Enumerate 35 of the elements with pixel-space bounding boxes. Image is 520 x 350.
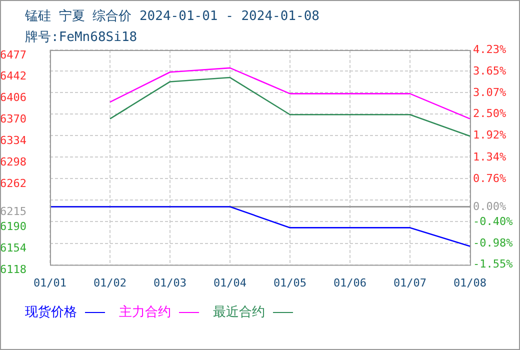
y-tick-label: 6262 [0,177,26,190]
y-tick-label: 6118 [0,263,26,276]
y-tick-label: 6370 [0,112,26,126]
chart-title: 锰硅 宁夏 综合价 2024-01-01 - 2024-01-08 [25,8,320,25]
y2-tick-label: -1.55% [473,258,514,271]
y2-tick-label: -0.40% [473,214,514,228]
y-tick-label: 6406 [0,90,26,104]
y2-tick-label: 0.00% [473,200,506,214]
y-tick-label: 6215 [0,205,26,218]
x-tick-label: 01/03 [153,276,187,290]
y-tick-label: 6190 [0,220,26,234]
legend-label: 主力合约 [119,304,171,321]
y-tick-label: 6477 [0,48,26,62]
y-tick-label: 6442 [0,69,26,82]
legend-label: 现货价格 [25,304,77,321]
y2-tick-label: 4.23% [473,42,506,56]
y2-tick-label: 3.65% [473,64,506,78]
x-tick-label: 01/01 [33,276,67,290]
x-tick-label: 01/04 [213,276,247,290]
y2-tick-label: 1.92% [473,128,506,142]
x-tick-label: 01/02 [93,276,127,290]
y2-tick-label: 1.34% [473,150,506,164]
chart-subtitle: 牌号:FeMn68Si18 [25,29,138,46]
y-tick-label: 6334 [0,134,27,147]
y-tick-label: 6298 [0,155,26,168]
x-tick-label: 01/06 [333,276,367,290]
x-tick-label: 01/07 [393,276,427,290]
y2-tick-label: 3.07% [473,86,506,99]
x-tick-label: 01/08 [453,276,487,290]
y-tick-label: 6154 [0,242,27,255]
x-tick-label: 01/05 [273,276,307,290]
y2-tick-label: 2.50% [473,107,506,120]
y2-tick-label: -0.98% [473,236,514,250]
legend-label: 最近合约 [213,304,265,321]
y2-tick-label: 0.76% [473,172,506,185]
